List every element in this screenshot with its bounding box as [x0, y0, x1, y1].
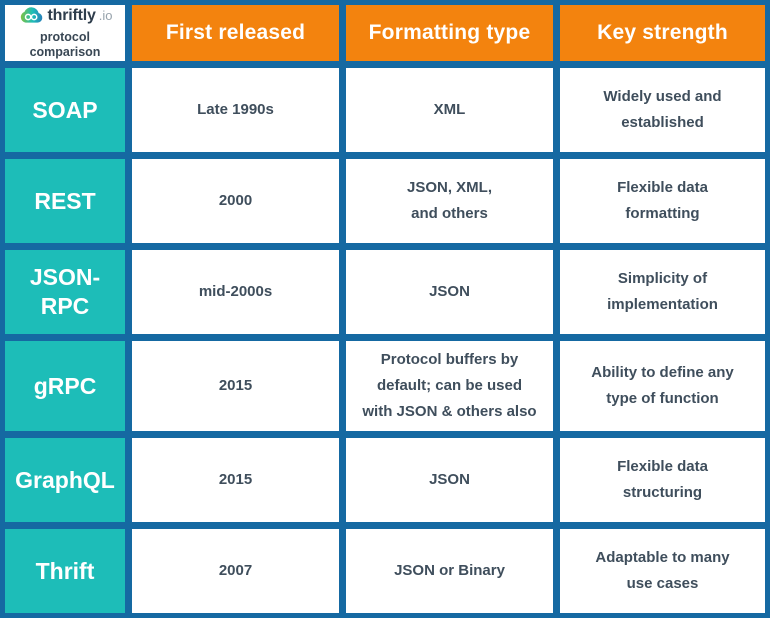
cell-soap-key-strength: Widely used and established — [560, 68, 765, 152]
brand-subtitle: protocol comparison — [29, 30, 101, 59]
brand-logo: thriftly .io — [18, 6, 113, 25]
cell-json-rpc-key-strength: Simplicity of implementation — [560, 250, 765, 334]
row-header-grpc: gRPC — [5, 341, 125, 431]
column-header-key-strength: Key strength — [560, 5, 765, 61]
row-header-rest: REST — [5, 159, 125, 243]
column-header-first-released: First released — [132, 5, 339, 61]
cell-rest-key-strength: Flexible data formatting — [560, 159, 765, 243]
row-header-soap: SOAP — [5, 68, 125, 152]
cell-thrift-first-released: 2007 — [132, 529, 339, 613]
cell-thrift-formatting-type: JSON or Binary — [346, 529, 553, 613]
row-header-thrift: Thrift — [5, 529, 125, 613]
cell-json-rpc-first-released: mid-2000s — [132, 250, 339, 334]
row-header-graphql: GraphQL — [5, 438, 125, 522]
brand-cell: thriftly .io protocol comparison — [5, 5, 125, 61]
cloud-infinity-icon — [18, 6, 45, 25]
brand-tld: .io — [98, 8, 113, 23]
cell-graphql-first-released: 2015 — [132, 438, 339, 522]
cell-graphql-formatting-type: JSON — [346, 438, 553, 522]
cell-thrift-key-strength: Adaptable to many use cases — [560, 529, 765, 613]
cell-rest-first-released: 2000 — [132, 159, 339, 243]
cell-soap-first-released: Late 1990s — [132, 68, 339, 152]
cell-grpc-formatting-type: Protocol buffers by default; can be used… — [346, 341, 553, 431]
cell-json-rpc-formatting-type: JSON — [346, 250, 553, 334]
cell-grpc-key-strength: Ability to define any type of function — [560, 341, 765, 431]
cell-soap-formatting-type: XML — [346, 68, 553, 152]
cell-grpc-first-released: 2015 — [132, 341, 339, 431]
brand-name: thriftly — [47, 6, 96, 24]
cell-graphql-key-strength: Flexible data structuring — [560, 438, 765, 522]
row-header-json-rpc: JSON- RPC — [5, 250, 125, 334]
column-header-formatting-type: Formatting type — [346, 5, 553, 61]
cell-rest-formatting-type: JSON, XML, and others — [346, 159, 553, 243]
